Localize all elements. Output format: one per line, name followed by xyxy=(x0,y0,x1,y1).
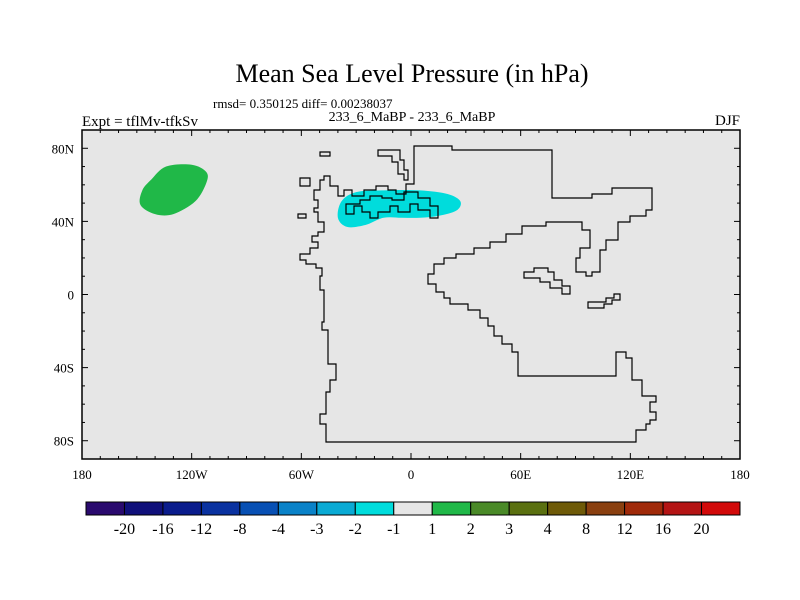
coastline-inland-lake xyxy=(523,267,571,295)
map-panel: 180 120W 60W 0 60E 120E 180 80N 40N 0 40S 80S xyxy=(52,129,750,482)
experiment-label: Expt = tflMv-tfkSv xyxy=(82,114,198,130)
colorbar-label: 12 xyxy=(617,521,633,538)
colorbar-swatch xyxy=(585,501,626,516)
colorbar-label: -12 xyxy=(191,521,212,538)
colorbar-label: 16 xyxy=(655,521,671,538)
y-tick-label: 80S xyxy=(54,434,74,449)
colorbar-swatch xyxy=(431,501,472,516)
y-axis: 80N 40N 0 40S 80S xyxy=(52,141,740,449)
coastline-island-southeast xyxy=(587,293,621,309)
coastline-main-continent xyxy=(299,145,657,443)
colorbar-swatch xyxy=(277,501,318,516)
colorbar-swatch xyxy=(393,501,433,516)
coastline-island-small-north xyxy=(319,151,331,157)
colorbar-label: 1 xyxy=(428,521,436,538)
colorbar-label: 8 xyxy=(582,521,590,538)
colorbar-swatch xyxy=(162,501,202,516)
x-tick-label: 60W xyxy=(289,467,315,482)
colorbar-swatch xyxy=(662,501,703,516)
x-tick-label: 120W xyxy=(176,467,209,482)
colorbar-label: 2 xyxy=(467,521,475,538)
coastline-island-west-2 xyxy=(297,213,307,219)
colorbar-label: 20 xyxy=(694,521,710,538)
colorbar-swatch xyxy=(508,501,549,516)
colorbar-swatch xyxy=(624,501,664,516)
colorbar-swatch xyxy=(470,501,510,516)
colorbar-label: -8 xyxy=(233,521,246,538)
colorbar-swatch xyxy=(354,501,395,516)
x-tick-label: 180 xyxy=(730,467,750,482)
coastline-inland-sea xyxy=(345,191,439,219)
x-axis: 180 120W 60W 0 60E 120E 180 xyxy=(72,130,750,482)
colorbar-swatch xyxy=(701,501,741,516)
colorbar-swatch xyxy=(239,501,279,516)
colorbar-label: 4 xyxy=(544,521,552,538)
colorbar-swatch xyxy=(123,501,164,516)
y-tick-label: 80N xyxy=(52,141,75,156)
colorbar-label: -20 xyxy=(114,521,135,538)
stats-line: rmsd= 0.350125 diff= 0.00238037 xyxy=(213,96,393,111)
colorbar: -20 -16 -12 -8 -4 -3 -2 -1 1 2 3 4 8 12 16 20 xyxy=(85,501,741,538)
colorbar-swatch xyxy=(85,501,125,516)
coastline-island-west xyxy=(299,177,311,187)
colorbar-label: 3 xyxy=(505,521,513,538)
colorbar-swatch xyxy=(200,501,241,516)
model-comparison-label: 233_6_MaBP - 233_6_MaBP xyxy=(329,110,496,125)
y-tick-label: 40S xyxy=(54,361,74,376)
coastline-island-north xyxy=(377,149,409,181)
colorbar-label: -3 xyxy=(310,521,323,538)
season-label: DJF xyxy=(715,113,740,129)
colorbar-swatch xyxy=(547,501,587,516)
x-tick-label: 0 xyxy=(408,467,415,482)
coastline xyxy=(297,145,657,443)
y-tick-label: 40N xyxy=(52,214,75,229)
colorbar-label: -1 xyxy=(387,521,400,538)
y-tick-label: 0 xyxy=(68,288,75,303)
x-tick-label: 120E xyxy=(617,467,645,482)
figure-title: Mean Sea Level Pressure (in hPa) xyxy=(235,59,588,88)
x-tick-label: 60E xyxy=(510,467,531,482)
positive-anomaly-north-pacific xyxy=(139,164,208,216)
x-tick-label: 180 xyxy=(72,467,92,482)
colorbar-label: -2 xyxy=(349,521,362,538)
colorbar-label: -4 xyxy=(272,521,285,538)
colorbar-label: -16 xyxy=(152,521,173,538)
colorbar-swatch xyxy=(316,501,356,516)
